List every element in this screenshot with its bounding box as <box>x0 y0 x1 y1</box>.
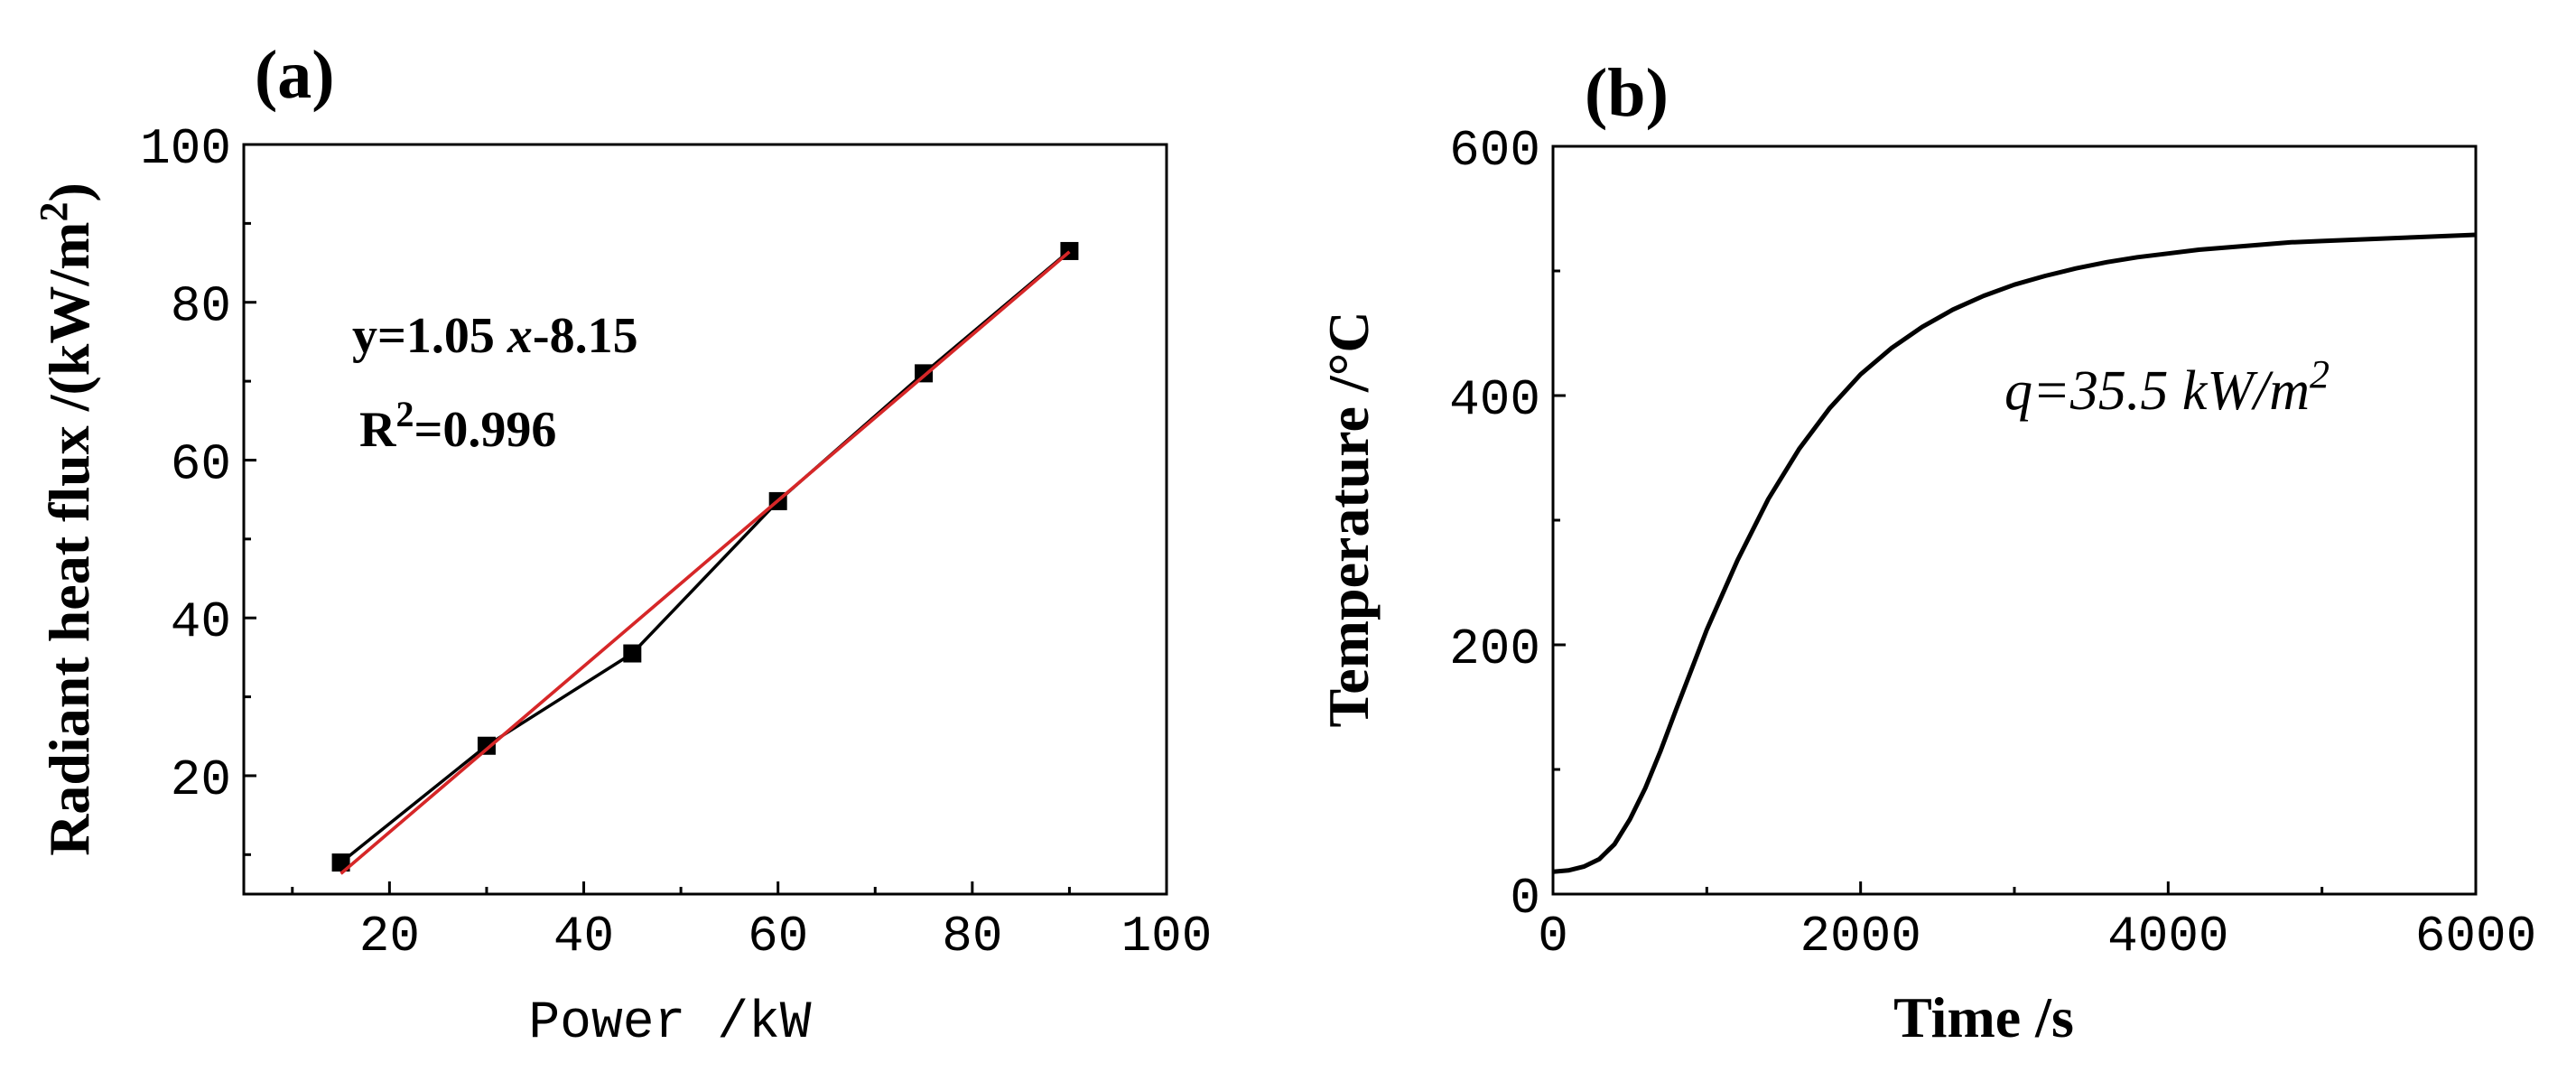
panel-b-x-tick-label: 2000 <box>1799 908 1920 965</box>
panel-b-y-tick-label: 600 <box>1449 122 1540 180</box>
panel-b-y-ticks: 0 200 400 600 <box>1449 122 1566 928</box>
panel-a: (a) 20 40 60 80 100 20 40 60 80 100 y=1.05 x-8.1… <box>32 37 1212 1053</box>
panel-b-y-tick-label: 0 <box>1510 870 1540 928</box>
panel-b: (b) 0 2000 4000 6000 0 200 400 600 q=35.5 kW/m… <box>1316 55 2536 1049</box>
panel-a-series-line-measured <box>339 249 1071 864</box>
panel-a-x-tick-label: 20 <box>359 908 420 965</box>
panel-a-data-point <box>477 736 496 755</box>
panel-a-label: (a) <box>255 37 335 113</box>
panel-a-x-ticks: 20 40 60 80 100 <box>291 881 1213 965</box>
panel-b-x-ticks: 0 2000 4000 6000 <box>1538 881 2536 965</box>
panel-a-data-point <box>331 853 350 872</box>
panel-b-y-tick-label: 400 <box>1449 371 1540 429</box>
panel-b-y-axis-label: Temperature /°C <box>1316 311 1381 727</box>
panel-a-x-tick-label: 80 <box>942 908 1002 965</box>
panel-a-y-axis-label: Radiant heat flux /(kW/m2) <box>32 182 101 856</box>
panel-b-label: (b) <box>1585 55 1669 131</box>
panel-a-y-tick-label: 80 <box>171 278 231 336</box>
panel-b-x-tick-label: 0 <box>1538 908 1568 965</box>
panel-b-series <box>1552 232 2477 874</box>
panel-b-series-line-temperature <box>1552 232 2477 874</box>
panel-a-fit-line-overlay <box>339 250 1071 875</box>
r-squared: R2=0.996 <box>359 394 556 458</box>
panel-a-y-tick-label: 40 <box>171 593 231 651</box>
panel-a-y-tick-label: 100 <box>140 120 231 178</box>
heat-flux-annotation: q=35.5 kW/m2 <box>2004 352 2330 422</box>
panel-a-data-point <box>915 364 934 383</box>
panel-a-y-ticks: 20 40 60 80 100 <box>140 120 256 856</box>
panel-b-x-axis-label: Time /s <box>1893 985 2074 1049</box>
panel-a-plot-frame <box>242 143 1168 896</box>
panel-b-y-tick-label: 200 <box>1449 620 1540 678</box>
panel-a-x-tick-label: 40 <box>553 908 614 965</box>
panel-a-x-tick-label: 100 <box>1121 908 1213 965</box>
fit-equation: y=1.05 x-8.15 <box>352 308 638 364</box>
panel-b-x-tick-label: 4000 <box>2107 908 2228 965</box>
panel-a-y-tick-label: 20 <box>171 751 231 809</box>
panel-a-series <box>331 241 1079 875</box>
panel-a-data-point <box>623 644 642 663</box>
panel-a-x-axis-label: Power /kW <box>528 994 811 1053</box>
panel-a-y-tick-label: 60 <box>171 435 231 493</box>
panel-b-x-tick-label: 6000 <box>2415 908 2536 965</box>
panel-a-x-tick-label: 60 <box>748 908 808 965</box>
panel-b-plot-frame <box>1551 144 2478 896</box>
